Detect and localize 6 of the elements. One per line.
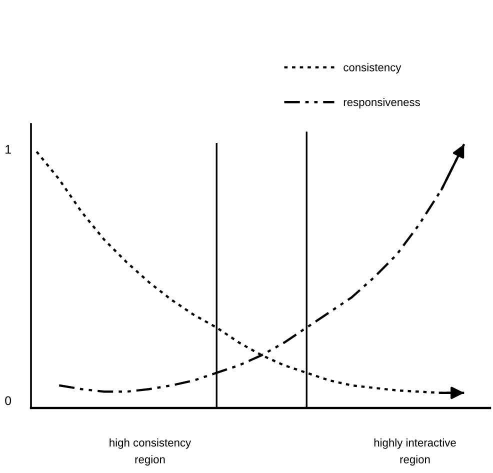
legend-label: responsiveness xyxy=(344,98,420,108)
y-tick-label: 0 xyxy=(5,396,12,406)
y-tick-label: 1 xyxy=(6,145,11,154)
text: high consistency region xyxy=(110,438,192,466)
legend-label: consistency xyxy=(344,63,402,74)
text: highly interactive region xyxy=(374,438,456,466)
